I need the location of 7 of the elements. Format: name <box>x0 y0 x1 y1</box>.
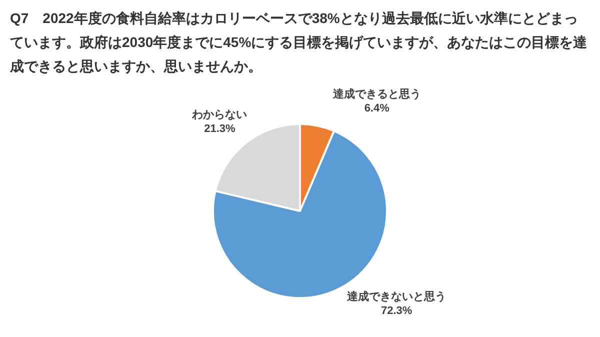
slice-label: わからない <box>191 109 248 122</box>
data-label: 6.4% <box>364 102 390 115</box>
data-label: 21.3% <box>204 123 236 136</box>
chart-title: Q7 2022年度の食料自給率はカロリーベースで38%となり過去最低に近い水準にとどまっています。政府は2030年度までに45%にする目標を掲げていますが、あなたはこの目標を達成できると思いますか、思いませんか。 <box>10 9 588 76</box>
data-label: 72.3% <box>381 305 412 318</box>
slice-label: 達成できないと思う <box>346 290 446 304</box>
slice-label: 達成できると思う <box>332 88 421 101</box>
